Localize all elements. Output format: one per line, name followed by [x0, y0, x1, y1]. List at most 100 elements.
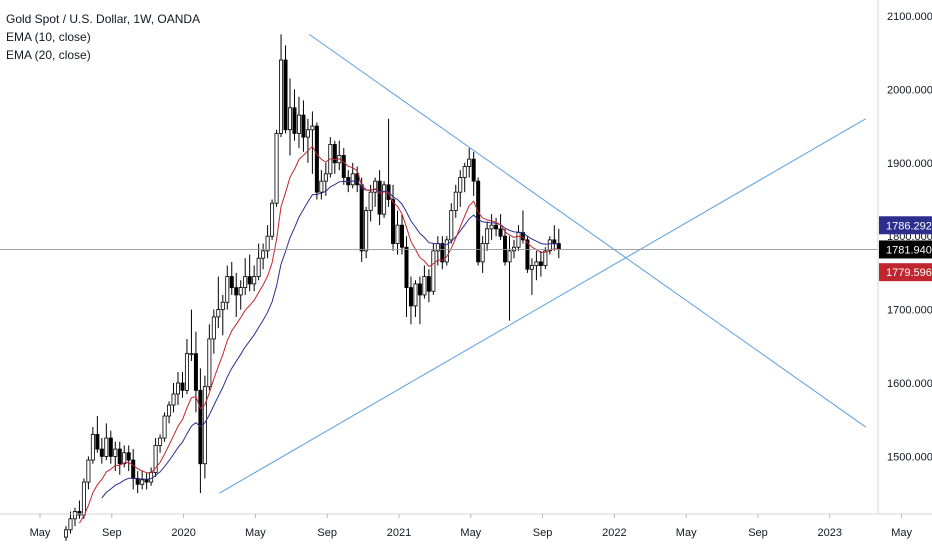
- candle-body: [404, 246, 409, 288]
- candle-body: [86, 459, 91, 483]
- candle-body: [359, 184, 364, 252]
- candle-body: [301, 114, 306, 138]
- candle-body: [216, 309, 221, 318]
- candle: [431, 243, 436, 295]
- candle: [503, 228, 508, 266]
- legend-symbol-title[interactable]: Gold Spot / U.S. Dollar, 1W, OANDA: [6, 12, 201, 26]
- candle: [476, 177, 481, 266]
- candle-body: [72, 511, 77, 520]
- candle-body: [489, 224, 494, 230]
- candle-body: [131, 459, 136, 479]
- candle: [283, 45, 288, 134]
- candle-body: [507, 250, 512, 263]
- candle-body: [287, 107, 292, 131]
- candle-body: [292, 107, 297, 134]
- candle-body: [471, 158, 476, 182]
- candle-body: [476, 180, 481, 263]
- candle: [547, 236, 552, 255]
- time-tick-label: May: [891, 527, 912, 539]
- candle-body: [68, 518, 73, 531]
- price-axis[interactable]: 2100.0002000.0001900.0001800.0001700.000…: [877, 0, 932, 514]
- candle: [314, 122, 319, 200]
- candle: [193, 331, 198, 413]
- candle: [158, 434, 163, 453]
- candle: [458, 170, 463, 207]
- candle-body: [440, 243, 445, 263]
- time-axis[interactable]: May Sep 2020 May Sep 2021 May Sep 2022 May Sep 2023…: [0, 513, 932, 539]
- candle: [319, 170, 324, 200]
- candle-body: [449, 210, 454, 241]
- price-tick-label: 1600.000: [887, 378, 932, 390]
- candle: [207, 324, 212, 391]
- candle: [404, 236, 409, 317]
- candle: [364, 206, 369, 259]
- candle-body: [399, 224, 404, 248]
- price-tick-label: 1700.000: [887, 305, 932, 317]
- time-tick-label: 2023: [818, 527, 842, 539]
- candle: [377, 170, 382, 226]
- candle: [77, 500, 82, 519]
- candle: [234, 272, 239, 317]
- candle-body: [162, 415, 167, 439]
- candle-body: [171, 393, 176, 406]
- candle: [243, 258, 248, 295]
- candle-body: [81, 481, 86, 516]
- candle-body: [543, 250, 548, 266]
- candle-body: [480, 243, 485, 263]
- candle-body: [332, 144, 337, 164]
- candle: [467, 148, 472, 178]
- candle: [265, 225, 270, 259]
- candle-body: [153, 444, 158, 473]
- candle: [512, 239, 517, 259]
- candle: [516, 225, 521, 251]
- candle: [171, 383, 176, 413]
- candle: [108, 430, 113, 464]
- price-tag-label: 1781.940: [886, 244, 932, 256]
- candle: [498, 214, 503, 240]
- candle-body: [534, 261, 539, 266]
- candle-body: [319, 180, 324, 193]
- candle-body: [167, 404, 172, 417]
- candle-body: [458, 177, 463, 193]
- candle-body: [238, 287, 243, 296]
- candle-body: [184, 353, 189, 391]
- candle: [337, 140, 342, 171]
- trendline-lower: [219, 118, 866, 494]
- candle: [90, 427, 95, 464]
- trendline-layer: [219, 33, 866, 494]
- candle-body: [552, 239, 557, 244]
- time-tick-label: May: [245, 527, 266, 539]
- candle: [99, 438, 104, 464]
- candle: [167, 401, 172, 424]
- candle-body: [341, 155, 346, 178]
- candle: [225, 265, 230, 310]
- candle: [408, 276, 413, 325]
- price-tag-label: 1779.596: [886, 267, 932, 279]
- time-tick-label: Sep: [317, 527, 337, 539]
- candle: [252, 265, 257, 292]
- price-tag: [879, 263, 932, 282]
- legend-ema-20[interactable]: EMA (20, close): [6, 48, 91, 62]
- candle-body: [90, 433, 95, 461]
- candle: [202, 375, 207, 479]
- candle-body: [117, 448, 122, 465]
- candle-body: [99, 448, 104, 457]
- candle-body: [265, 235, 270, 252]
- candle-body: [158, 437, 163, 446]
- candle: [350, 162, 355, 189]
- candle-body: [364, 210, 369, 252]
- candle-body: [77, 511, 82, 516]
- candle-body: [225, 276, 230, 303]
- candle: [144, 472, 149, 490]
- candle-body: [252, 276, 257, 285]
- legend-ema-10[interactable]: EMA (10, close): [6, 30, 91, 44]
- candle: [323, 162, 328, 196]
- candle: [279, 34, 284, 138]
- candle-body: [202, 386, 207, 465]
- candle: [274, 129, 279, 207]
- candle: [534, 250, 539, 281]
- candle-body: [229, 276, 234, 288]
- candle-body: [247, 276, 252, 285]
- candle-body: [274, 133, 279, 204]
